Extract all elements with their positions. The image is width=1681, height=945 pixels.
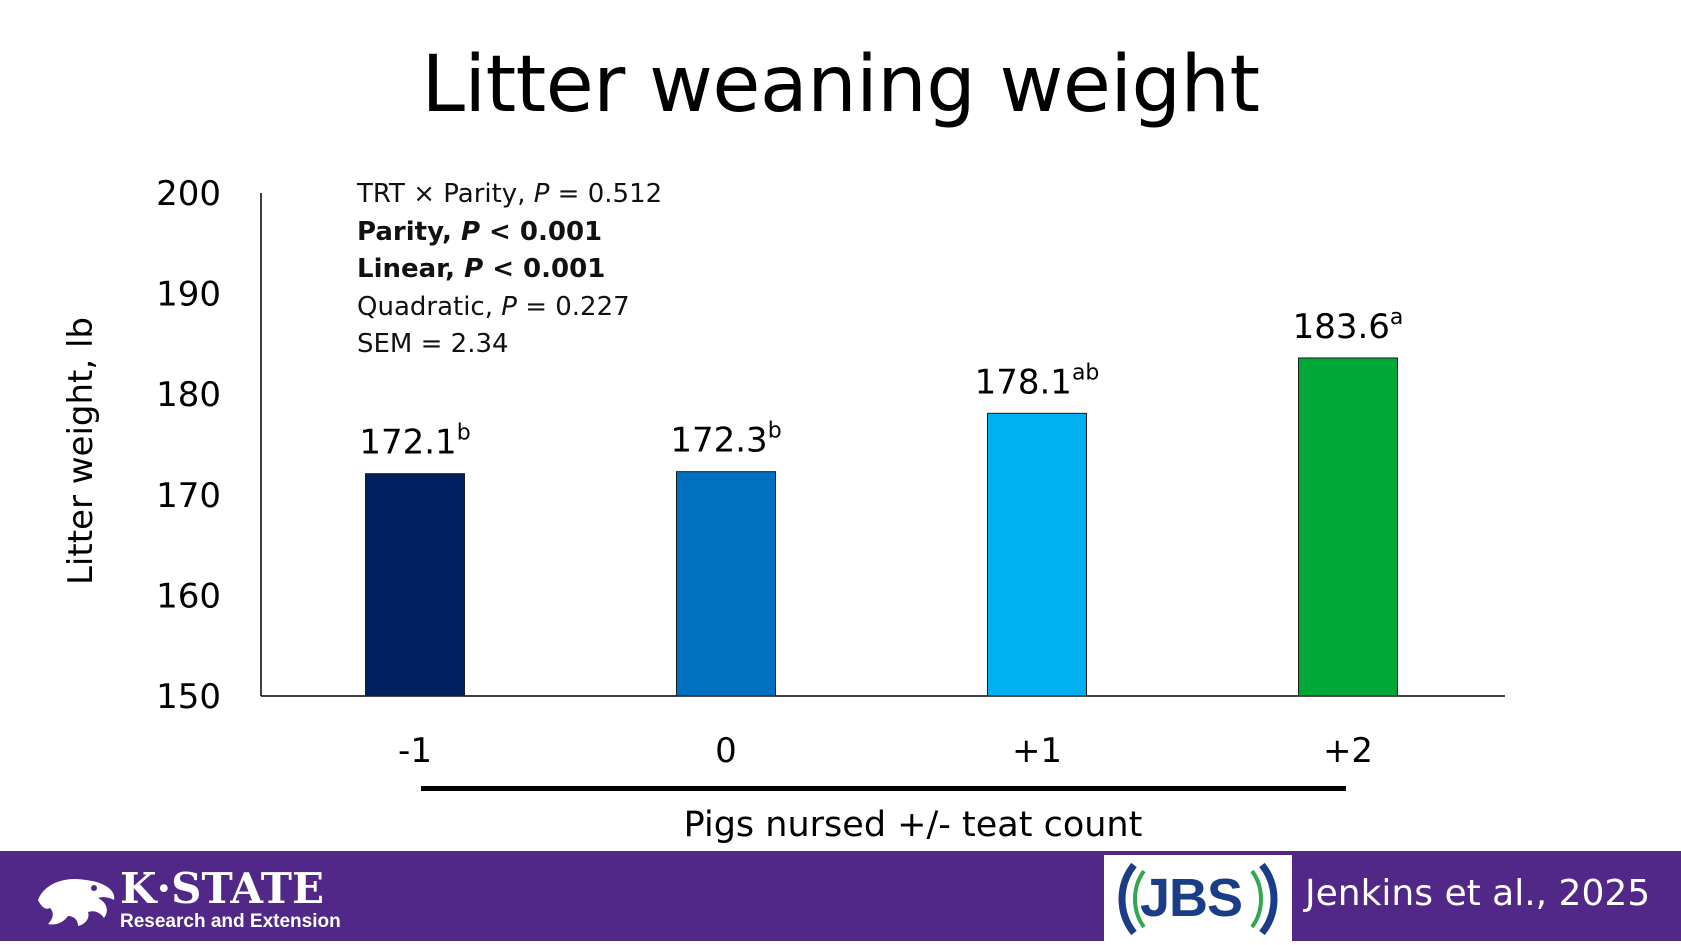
y-tick-label: 180 [156,375,221,415]
jbs-logo-icon [1118,862,1278,936]
x-tick-label: 0 [715,731,737,771]
x-tick-label: +2 [1323,731,1373,771]
x-tick-label: +1 [1012,731,1062,771]
bar-value-label: 172.3b [670,419,781,461]
stat-parity: Parity, P < 0.001 [357,216,603,247]
kstate-brand-name: K·STATE [120,864,324,913]
y-tick-label: 150 [156,677,221,717]
jbs-logo-text: JBS [1140,868,1243,928]
bar-value-label: 172.1b [359,421,470,463]
stat-linear: Linear, P < 0.001 [357,254,606,284]
y-tick-label: 170 [156,476,221,516]
kstate-wildcat-logo-icon [38,878,115,926]
stat-trt-parity: TRT × Parity, P = 0.512 [357,179,663,209]
y-tick-label: 160 [156,576,221,616]
chart-title: Litter weaning weight [421,40,1260,130]
footer-bar [0,851,1681,941]
bar-2 [676,471,776,697]
x-axis-label: Pigs nursed +/- teat count [683,805,1143,845]
bar-1 [365,473,465,697]
x-axis-bracket [421,786,1346,791]
y-tick-label: 190 [156,275,221,315]
bar-value-label: 183.6a [1293,305,1404,347]
bar-value-labels: 172.1b 172.3b 178.1ab 183.6a [359,305,1403,463]
bar-4 [1298,357,1398,697]
kstate-brand-subtitle: Research and Extension [120,911,341,932]
jbs-logo-box [1104,855,1292,941]
y-tick-label: 200 [156,174,221,214]
statistics-annotation: TRT × Parity, P = 0.512 Parity, P < 0.00… [357,176,662,364]
stat-sem: SEM = 2.34 [357,329,509,359]
x-axis: -1 0 +1 +2 [398,731,1373,771]
x-tick-label: -1 [398,731,432,771]
stat-quadratic: Quadratic, P = 0.227 [357,291,630,322]
y-axis: 150 160 170 180 190 200 [156,174,1505,717]
citation: Jenkins et al., 2025 [1305,873,1651,914]
bar-3 [987,412,1087,697]
y-axis-label: Litter weight, lb [61,317,101,585]
bar-value-label: 178.1ab [975,360,1100,402]
bars [365,357,1398,697]
